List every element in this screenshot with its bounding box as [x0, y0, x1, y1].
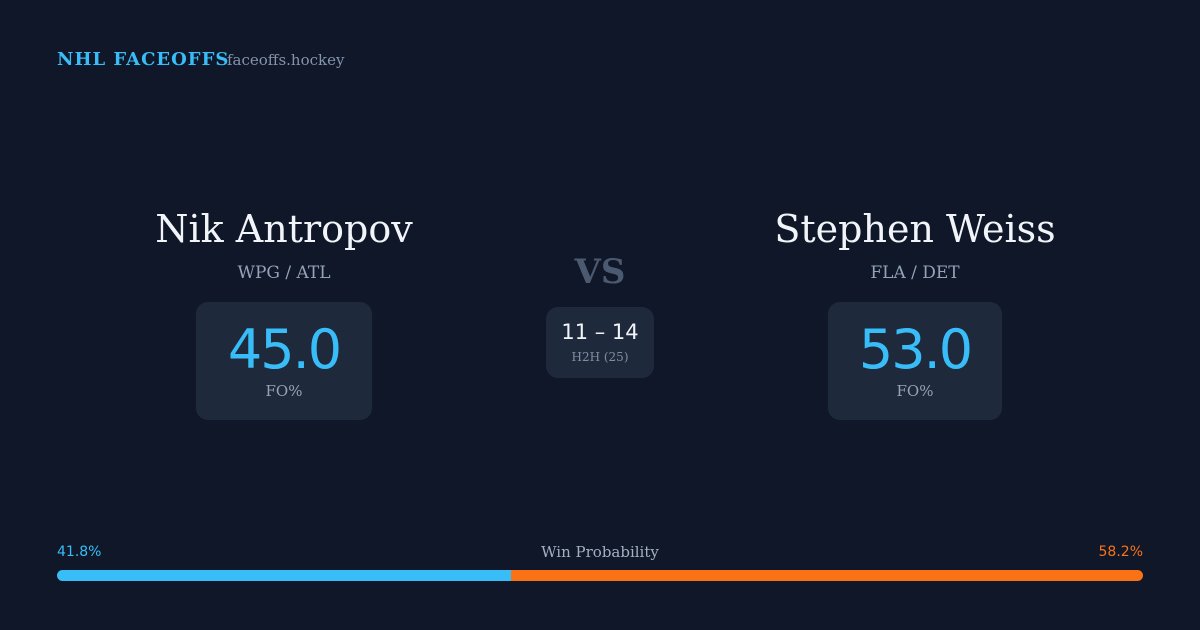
fo-label: FO%: [896, 382, 934, 400]
brand: NHL FACEOFFS: [57, 49, 230, 70]
win-prob-segment: [57, 570, 511, 581]
win-prob-right: 58.2%: [1098, 544, 1143, 560]
player-name: Nik Antropov: [155, 207, 413, 251]
fo-pct: 53.0: [858, 318, 973, 381]
win-prob-segment: [510, 570, 1143, 581]
stat-card: [828, 302, 1002, 420]
vs: VS: [574, 252, 626, 292]
h2h-label: H2H (25): [571, 350, 629, 364]
player-name: Stephen Weiss: [774, 207, 1056, 251]
win-prob-title: Win Probability: [541, 543, 659, 561]
player-teams: WPG / ATL: [237, 263, 331, 283]
site: faceoffs.hockey: [227, 51, 345, 69]
win-prob-bar: [57, 570, 1143, 581]
h2h-card: [546, 307, 654, 378]
h2h-score: 11 – 14: [561, 320, 639, 344]
player-teams: FLA / DET: [870, 263, 960, 283]
fo-pct: 45.0: [227, 318, 342, 381]
stat-card: [196, 302, 372, 420]
win-prob-left: 41.8%: [57, 544, 102, 560]
fo-label: FO%: [265, 382, 303, 400]
